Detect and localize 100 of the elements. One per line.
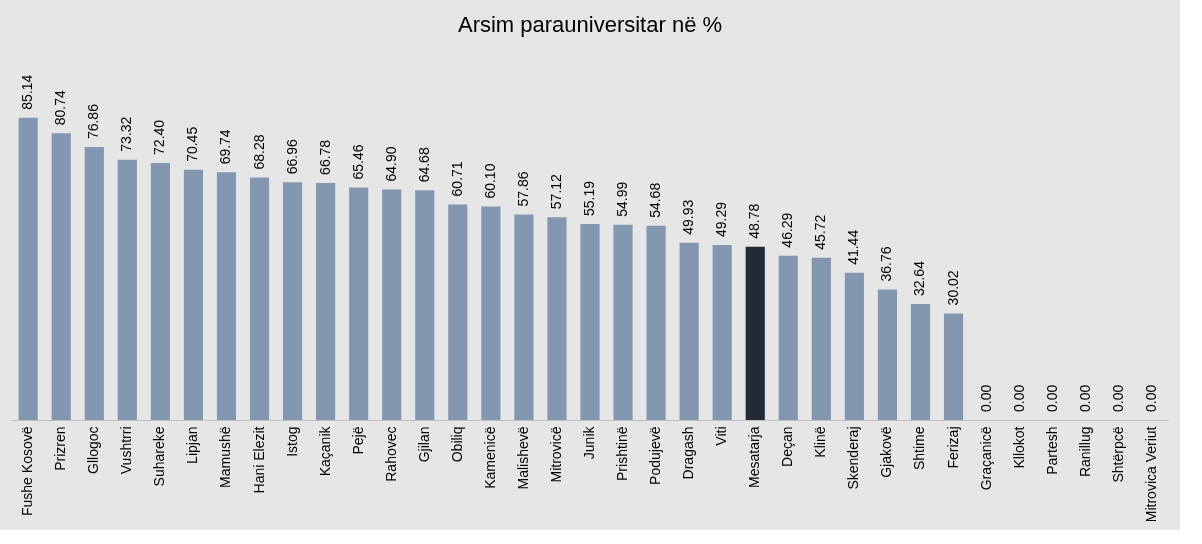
x-tick-label: Viti: [713, 426, 730, 446]
data-label: 48.78: [746, 203, 763, 239]
data-label: 32.64: [911, 260, 928, 297]
bar: [84, 147, 104, 420]
bar: [943, 313, 964, 420]
data-label: 60.71: [448, 161, 465, 197]
data-label: 66.78: [316, 139, 333, 175]
bar: [382, 189, 402, 420]
x-tick-label: Kaçanik: [316, 425, 333, 477]
bar: [282, 182, 303, 420]
x-tick-label: Kamenicë: [481, 426, 498, 489]
data-label: 54.99: [614, 181, 631, 217]
x-tick-label: Prizren: [52, 426, 69, 471]
x-tick-label: Kllokot: [1010, 426, 1027, 469]
x-tick-label: Fushe Kosovë: [19, 426, 36, 516]
data-label: 57.12: [547, 173, 564, 210]
data-label: 46.29: [779, 212, 796, 248]
bar: [51, 133, 71, 420]
x-tick-label: Obiliq: [448, 426, 465, 463]
bar: [679, 242, 699, 420]
x-tick-label: Partesh: [1043, 426, 1060, 475]
x-tick-label: Hani Elezit: [250, 426, 267, 494]
bar: [18, 117, 38, 420]
data-label: 0.00: [1076, 384, 1093, 412]
data-label: 60.10: [481, 163, 498, 199]
data-label: 41.44: [845, 229, 862, 265]
data-label: 55.19: [581, 180, 597, 217]
data-label: 0.00: [977, 384, 994, 412]
data-label: 0.00: [1142, 384, 1159, 412]
x-tick-label: Dragash: [680, 426, 697, 480]
x-tick-label: Mitrovica Veriut: [1142, 426, 1159, 523]
x-tick-label: Pejë: [349, 426, 366, 455]
bar: [778, 255, 798, 420]
x-tick-label: Skenderaj: [845, 426, 862, 490]
data-label: 68.28: [250, 134, 267, 170]
x-tick-label: Malishevë: [514, 426, 531, 490]
bar: [514, 214, 534, 420]
bar: [415, 190, 435, 420]
data-label: 49.93: [680, 199, 697, 235]
x-tick-label: Istog: [283, 426, 300, 457]
x-tick-label: Gllogoc: [85, 426, 102, 474]
x-tick-label: Ranillug: [1076, 426, 1093, 478]
data-label: 70.45: [184, 126, 201, 162]
data-label: 66.96: [283, 139, 300, 175]
data-label: 30.02: [944, 270, 961, 306]
x-tick-label: Mesatarja: [746, 426, 763, 488]
bar: [448, 204, 468, 420]
data-label: 49.29: [713, 201, 730, 237]
bar: [910, 304, 931, 420]
bar: [547, 217, 567, 420]
x-tick-label: Gjakovë: [878, 426, 895, 478]
bar: [712, 244, 732, 420]
bar: [844, 272, 864, 420]
bar: [316, 182, 336, 420]
x-tick-label: Mamushë: [217, 426, 234, 488]
x-tick-label: Podujevë: [647, 426, 664, 485]
data-label: 36.76: [878, 246, 895, 282]
x-tick-label: Graçanicë: [977, 426, 994, 491]
chart-title: Arsim parauniversitar në %: [457, 12, 723, 37]
data-label: 45.72: [812, 214, 829, 250]
bar: [646, 225, 666, 420]
x-tick-label: Shtime: [911, 426, 928, 471]
bar: [745, 246, 765, 420]
bar: [183, 169, 204, 420]
data-label: 0.00: [1109, 384, 1126, 412]
data-label: 57.86: [514, 171, 531, 207]
data-label: 73.32: [118, 116, 135, 152]
data-label: 80.74: [52, 90, 69, 126]
x-tick-label: Lipjan: [184, 426, 201, 464]
data-label: 54.68: [647, 182, 664, 218]
data-label: 85.14: [19, 74, 36, 110]
x-tick-label: Ferizaj: [944, 426, 961, 469]
x-tick-label: Mitrovicë: [547, 426, 564, 483]
bar: [216, 172, 237, 420]
bar: [811, 257, 831, 420]
x-tick-label: Deçan: [779, 426, 796, 467]
data-label: 65.46: [349, 144, 366, 180]
x-tick-label: Rahovec: [382, 426, 399, 482]
data-label: 72.40: [151, 119, 168, 155]
bar: [481, 206, 501, 420]
bar: [349, 187, 369, 420]
data-label: 0.00: [1010, 384, 1027, 412]
bar: [117, 159, 137, 420]
data-label: 64.90: [382, 146, 399, 182]
bar: [580, 224, 600, 420]
x-tick-label: Klinë: [812, 426, 829, 458]
x-tick-label: Shtërpcë: [1109, 426, 1126, 483]
data-label: 64.68: [415, 147, 432, 183]
x-tick-label: Gjilan: [415, 426, 432, 463]
x-tick-label: Prishtinë: [614, 426, 631, 481]
data-label: 0.00: [1043, 384, 1060, 412]
bar: [877, 289, 898, 420]
x-tick-label: Suhareke: [151, 426, 168, 487]
bar: [613, 224, 633, 420]
data-label: 69.74: [217, 129, 234, 165]
x-tick-label: Vushtrri: [118, 426, 135, 475]
bar: [150, 162, 170, 420]
bar: [249, 177, 270, 420]
data-label: 76.86: [85, 103, 102, 140]
x-tick-label: Junik: [581, 425, 597, 460]
